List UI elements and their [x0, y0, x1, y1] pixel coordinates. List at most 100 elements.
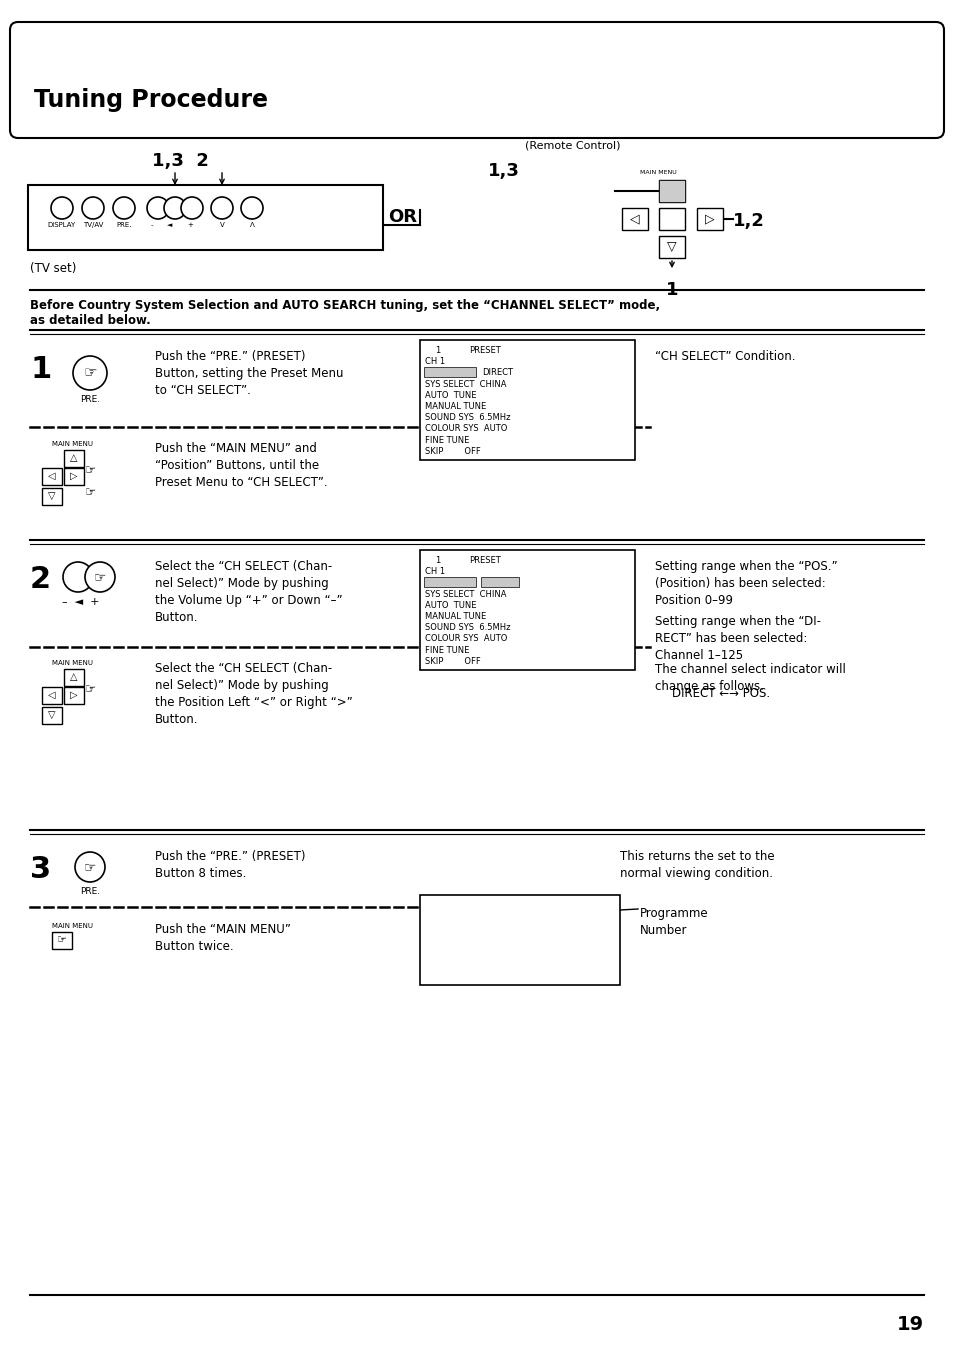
Bar	[42, 707, 62, 724]
Bar	[697, 208, 722, 229]
Text: DIRECT: DIRECT	[481, 368, 513, 378]
Bar	[52, 932, 71, 948]
Circle shape	[63, 563, 92, 592]
FancyBboxPatch shape	[10, 22, 943, 138]
Text: △: △	[666, 185, 676, 197]
Text: CH SELECT: CH SELECT	[424, 368, 475, 378]
Circle shape	[73, 356, 107, 390]
Text: △: △	[71, 453, 77, 463]
Text: CH SELECT: CH SELECT	[424, 579, 471, 587]
Text: MANUAL TUNE: MANUAL TUNE	[424, 402, 486, 411]
Text: Push the “MAIN MENU”
Button twice.: Push the “MAIN MENU” Button twice.	[154, 923, 291, 952]
Bar	[621, 208, 647, 229]
Bar	[64, 669, 84, 687]
Text: PRESET: PRESET	[469, 345, 500, 355]
Bar	[42, 488, 62, 505]
Text: CH 1: CH 1	[424, 567, 445, 576]
Circle shape	[51, 197, 73, 219]
Text: “CH SELECT” Condition.: “CH SELECT” Condition.	[655, 349, 795, 363]
Bar	[480, 577, 518, 587]
Text: CH 1: CH 1	[424, 357, 445, 366]
Circle shape	[85, 563, 115, 592]
Bar	[42, 468, 62, 486]
Text: SOUND SYS  6.5MHz: SOUND SYS 6.5MHz	[424, 413, 510, 422]
Bar	[419, 550, 635, 670]
Text: 1: 1	[665, 281, 678, 299]
Text: -: -	[151, 223, 153, 228]
Text: PRE.: PRE.	[80, 395, 100, 403]
Text: ☞: ☞	[93, 571, 106, 584]
Text: AUTO  TUNE: AUTO TUNE	[424, 600, 476, 610]
Text: AUTO  TUNE: AUTO TUNE	[424, 391, 476, 399]
Text: PRESET: PRESET	[469, 556, 500, 565]
Text: ☞: ☞	[57, 935, 67, 946]
Text: ☞: ☞	[84, 861, 96, 874]
Text: 2: 2	[30, 565, 51, 594]
Text: MAIN MENU: MAIN MENU	[52, 441, 92, 447]
Text: 1,3  2: 1,3 2	[152, 152, 209, 170]
Circle shape	[112, 197, 135, 219]
Text: 1,2: 1,2	[732, 212, 764, 229]
Text: 3: 3	[30, 855, 51, 884]
Text: FINE TUNE: FINE TUNE	[424, 436, 469, 445]
Text: ▽: ▽	[49, 710, 55, 720]
Text: SYS SELECT  CHINA: SYS SELECT CHINA	[424, 590, 506, 599]
Text: DIRECT: DIRECT	[481, 579, 513, 587]
Text: SKIP        OFF: SKIP OFF	[424, 657, 480, 666]
Text: SYS SELECT  CHINA: SYS SELECT CHINA	[424, 379, 506, 389]
Text: FINE TUNE: FINE TUNE	[424, 646, 469, 654]
Text: PRE.: PRE.	[80, 888, 100, 896]
Text: ◁: ◁	[630, 213, 639, 225]
Circle shape	[82, 197, 104, 219]
Text: MAIN MENU: MAIN MENU	[52, 660, 92, 666]
Text: SKIP        OFF: SKIP OFF	[424, 447, 480, 456]
Text: 1: 1	[30, 355, 51, 384]
Text: Push the “MAIN MENU” and
“Position” Buttons, until the
Preset Menu to “CH SELECT: Push the “MAIN MENU” and “Position” Butt…	[154, 442, 327, 488]
Text: OR: OR	[388, 208, 417, 227]
Text: MANUAL TUNE: MANUAL TUNE	[424, 612, 486, 621]
Bar	[423, 367, 476, 378]
Text: ▽: ▽	[666, 240, 676, 254]
Text: ☞: ☞	[85, 464, 96, 478]
Text: ◄: ◄	[167, 223, 172, 228]
Text: MAIN MENU: MAIN MENU	[52, 923, 92, 929]
Text: COLOUR SYS  AUTO: COLOUR SYS AUTO	[424, 634, 507, 643]
Text: TV/AV: TV/AV	[83, 223, 103, 228]
Circle shape	[211, 197, 233, 219]
Text: △: △	[71, 672, 77, 683]
Bar	[64, 451, 84, 467]
Text: Select the “CH SELECT (Chan-
nel Select)” Mode by pushing
the Position Left “<” : Select the “CH SELECT (Chan- nel Select)…	[154, 662, 353, 726]
Text: as detailed below.: as detailed below.	[30, 314, 151, 326]
Text: Setting range when the “POS.”
(Position) has been selected:
Position 0–99: Setting range when the “POS.” (Position)…	[655, 560, 837, 607]
Bar	[28, 185, 382, 250]
Text: Programme
Number: Programme Number	[639, 907, 708, 938]
Circle shape	[164, 197, 186, 219]
Text: DISPLAY: DISPLAY	[48, 223, 76, 228]
Text: 1,3: 1,3	[488, 162, 519, 179]
Text: (Remote Control): (Remote Control)	[524, 140, 619, 150]
Bar	[659, 208, 684, 229]
Text: –  ◄  +: – ◄ +	[62, 598, 99, 607]
Text: PRE.: PRE.	[116, 223, 132, 228]
Text: SOUND SYS  6.5MHz: SOUND SYS 6.5MHz	[424, 623, 510, 633]
Text: V: V	[219, 223, 224, 228]
Text: Λ: Λ	[250, 223, 254, 228]
Text: DIRECT ←→ POS.: DIRECT ←→ POS.	[671, 687, 769, 700]
Bar	[42, 687, 62, 704]
Text: This returns the set to the
normal viewing condition.: This returns the set to the normal viewi…	[619, 850, 774, 880]
Text: 19: 19	[896, 1315, 923, 1334]
Bar	[64, 687, 84, 704]
Text: Before Country System Selection and AUTO SEARCH tuning, set the “CHANNEL SELECT”: Before Country System Selection and AUTO…	[30, 299, 659, 312]
Text: ◁: ◁	[49, 471, 55, 482]
Text: Push the “PRE.” (PRESET)
Button, setting the Preset Menu
to “CH SELECT”.: Push the “PRE.” (PRESET) Button, setting…	[154, 349, 343, 397]
Text: Select the “CH SELECT (Chan-
nel Select)” Mode by pushing
the Volume Up “+” or D: Select the “CH SELECT (Chan- nel Select)…	[154, 560, 342, 625]
Text: +: +	[187, 223, 193, 228]
Text: Tuning Procedure: Tuning Procedure	[34, 88, 268, 112]
Text: 1: 1	[435, 556, 439, 565]
Text: Setting range when the “DI-
RECT” has been selected:
Channel 1–125: Setting range when the “DI- RECT” has be…	[655, 615, 821, 662]
Bar	[419, 894, 619, 985]
Circle shape	[181, 197, 203, 219]
Bar	[659, 179, 684, 202]
Text: 1: 1	[435, 345, 439, 355]
Text: ▷: ▷	[71, 471, 77, 482]
